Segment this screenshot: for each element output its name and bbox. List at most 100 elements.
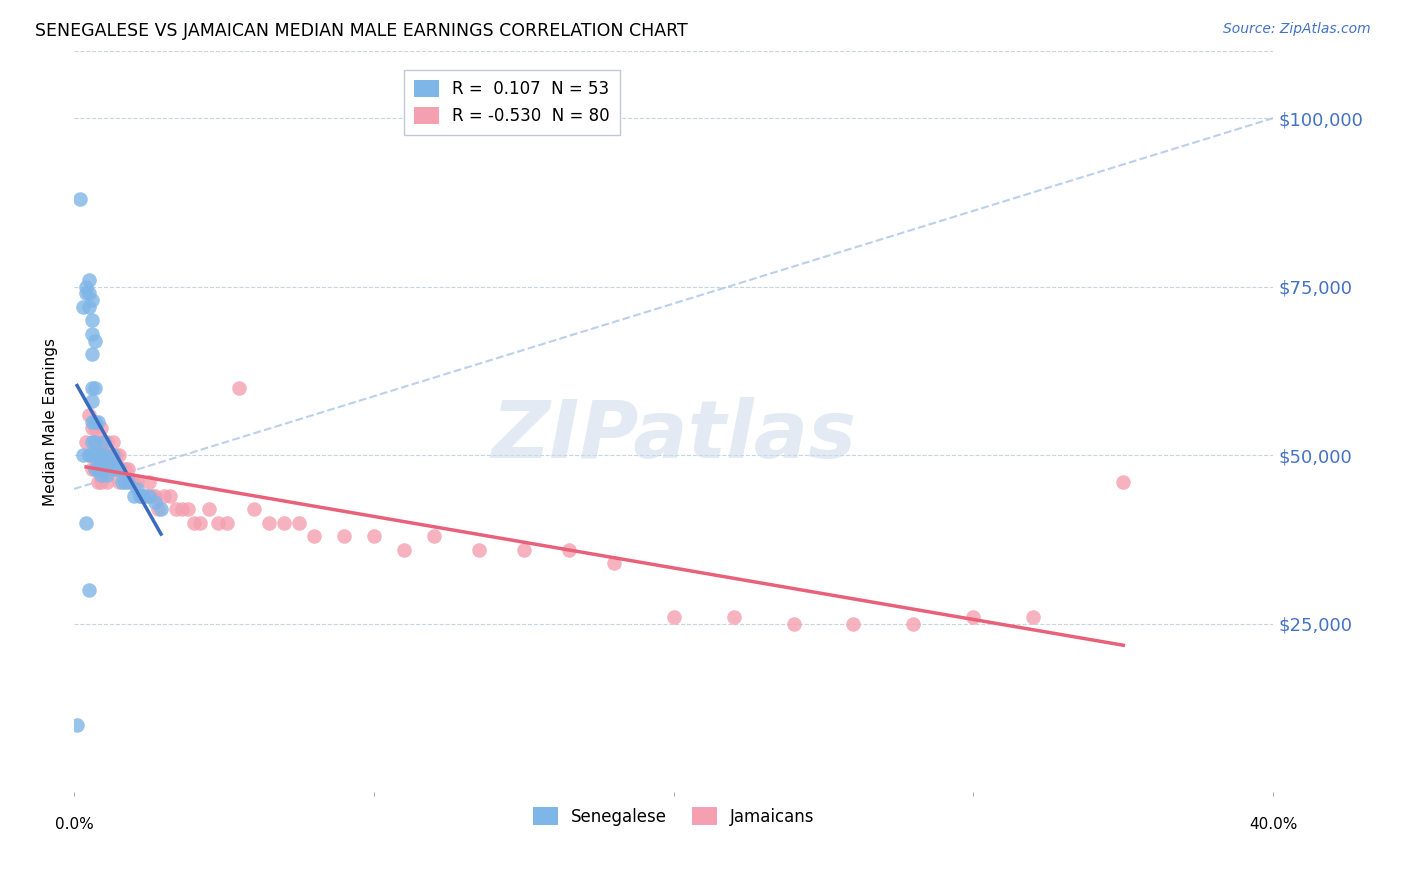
Point	[87, 448, 110, 462]
Point	[93, 448, 115, 462]
Point	[177, 502, 200, 516]
Point	[80, 313, 103, 327]
Point	[87, 415, 110, 429]
Point	[80, 347, 103, 361]
Point	[75, 434, 97, 449]
Point	[363, 529, 385, 543]
Point	[129, 489, 152, 503]
Point	[135, 489, 157, 503]
Point	[77, 300, 100, 314]
Point	[105, 461, 128, 475]
Point	[84, 434, 107, 449]
Point	[77, 408, 100, 422]
Point	[114, 461, 136, 475]
Point	[215, 516, 238, 530]
Point	[93, 434, 115, 449]
Point	[98, 461, 121, 475]
Point	[77, 273, 100, 287]
Point	[1022, 610, 1045, 624]
Text: Source: ZipAtlas.com: Source: ZipAtlas.com	[1223, 22, 1371, 37]
Point	[98, 448, 121, 462]
Point	[84, 334, 107, 348]
Point	[108, 461, 131, 475]
Point	[138, 475, 160, 490]
Point	[141, 489, 163, 503]
Point	[80, 394, 103, 409]
Point	[84, 415, 107, 429]
Point	[557, 542, 579, 557]
Point	[129, 489, 152, 503]
Point	[87, 434, 110, 449]
Point	[75, 516, 97, 530]
Point	[80, 326, 103, 341]
Point	[188, 516, 211, 530]
Point	[66, 718, 89, 732]
Point	[90, 475, 112, 490]
Point	[96, 434, 118, 449]
Point	[392, 542, 415, 557]
Point	[84, 461, 107, 475]
Point	[108, 475, 131, 490]
Point	[288, 516, 311, 530]
Point	[80, 434, 103, 449]
Point	[80, 448, 103, 462]
Text: 40.0%: 40.0%	[1249, 817, 1298, 832]
Point	[80, 448, 103, 462]
Point	[198, 502, 221, 516]
Point	[84, 434, 107, 449]
Point	[302, 529, 325, 543]
Point	[84, 461, 107, 475]
Point	[77, 448, 100, 462]
Point	[228, 381, 250, 395]
Point	[842, 616, 865, 631]
Point	[75, 286, 97, 301]
Point	[120, 475, 142, 490]
Point	[423, 529, 446, 543]
Point	[90, 448, 112, 462]
Point	[96, 455, 118, 469]
Point	[143, 495, 166, 509]
Point	[170, 502, 193, 516]
Point	[101, 434, 124, 449]
Point	[93, 434, 115, 449]
Point	[1112, 475, 1135, 490]
Point	[662, 610, 685, 624]
Point	[80, 461, 103, 475]
Point	[132, 489, 155, 503]
Point	[782, 616, 804, 631]
Point	[90, 434, 112, 449]
Point	[90, 468, 112, 483]
Point	[146, 502, 169, 516]
Point	[125, 475, 148, 490]
Point	[468, 542, 491, 557]
Point	[723, 610, 745, 624]
Point	[111, 461, 134, 475]
Point	[87, 448, 110, 462]
Point	[80, 293, 103, 308]
Text: ZIPatlas: ZIPatlas	[491, 397, 856, 475]
Point	[117, 461, 139, 475]
Point	[77, 286, 100, 301]
Point	[114, 475, 136, 490]
Point	[117, 475, 139, 490]
Point	[80, 415, 103, 429]
Point	[159, 489, 181, 503]
Point	[150, 502, 173, 516]
Point	[69, 192, 91, 206]
Point	[90, 461, 112, 475]
Point	[513, 542, 536, 557]
Point	[93, 448, 115, 462]
Point	[90, 455, 112, 469]
Point	[98, 455, 121, 469]
Point	[93, 461, 115, 475]
Point	[105, 461, 128, 475]
Point	[153, 489, 176, 503]
Point	[132, 489, 155, 503]
Point	[183, 516, 205, 530]
Legend: Senegalese, Jamaicans: Senegalese, Jamaicans	[526, 801, 821, 832]
Point	[90, 461, 112, 475]
Point	[101, 448, 124, 462]
Point	[77, 583, 100, 598]
Point	[96, 448, 118, 462]
Point	[84, 381, 107, 395]
